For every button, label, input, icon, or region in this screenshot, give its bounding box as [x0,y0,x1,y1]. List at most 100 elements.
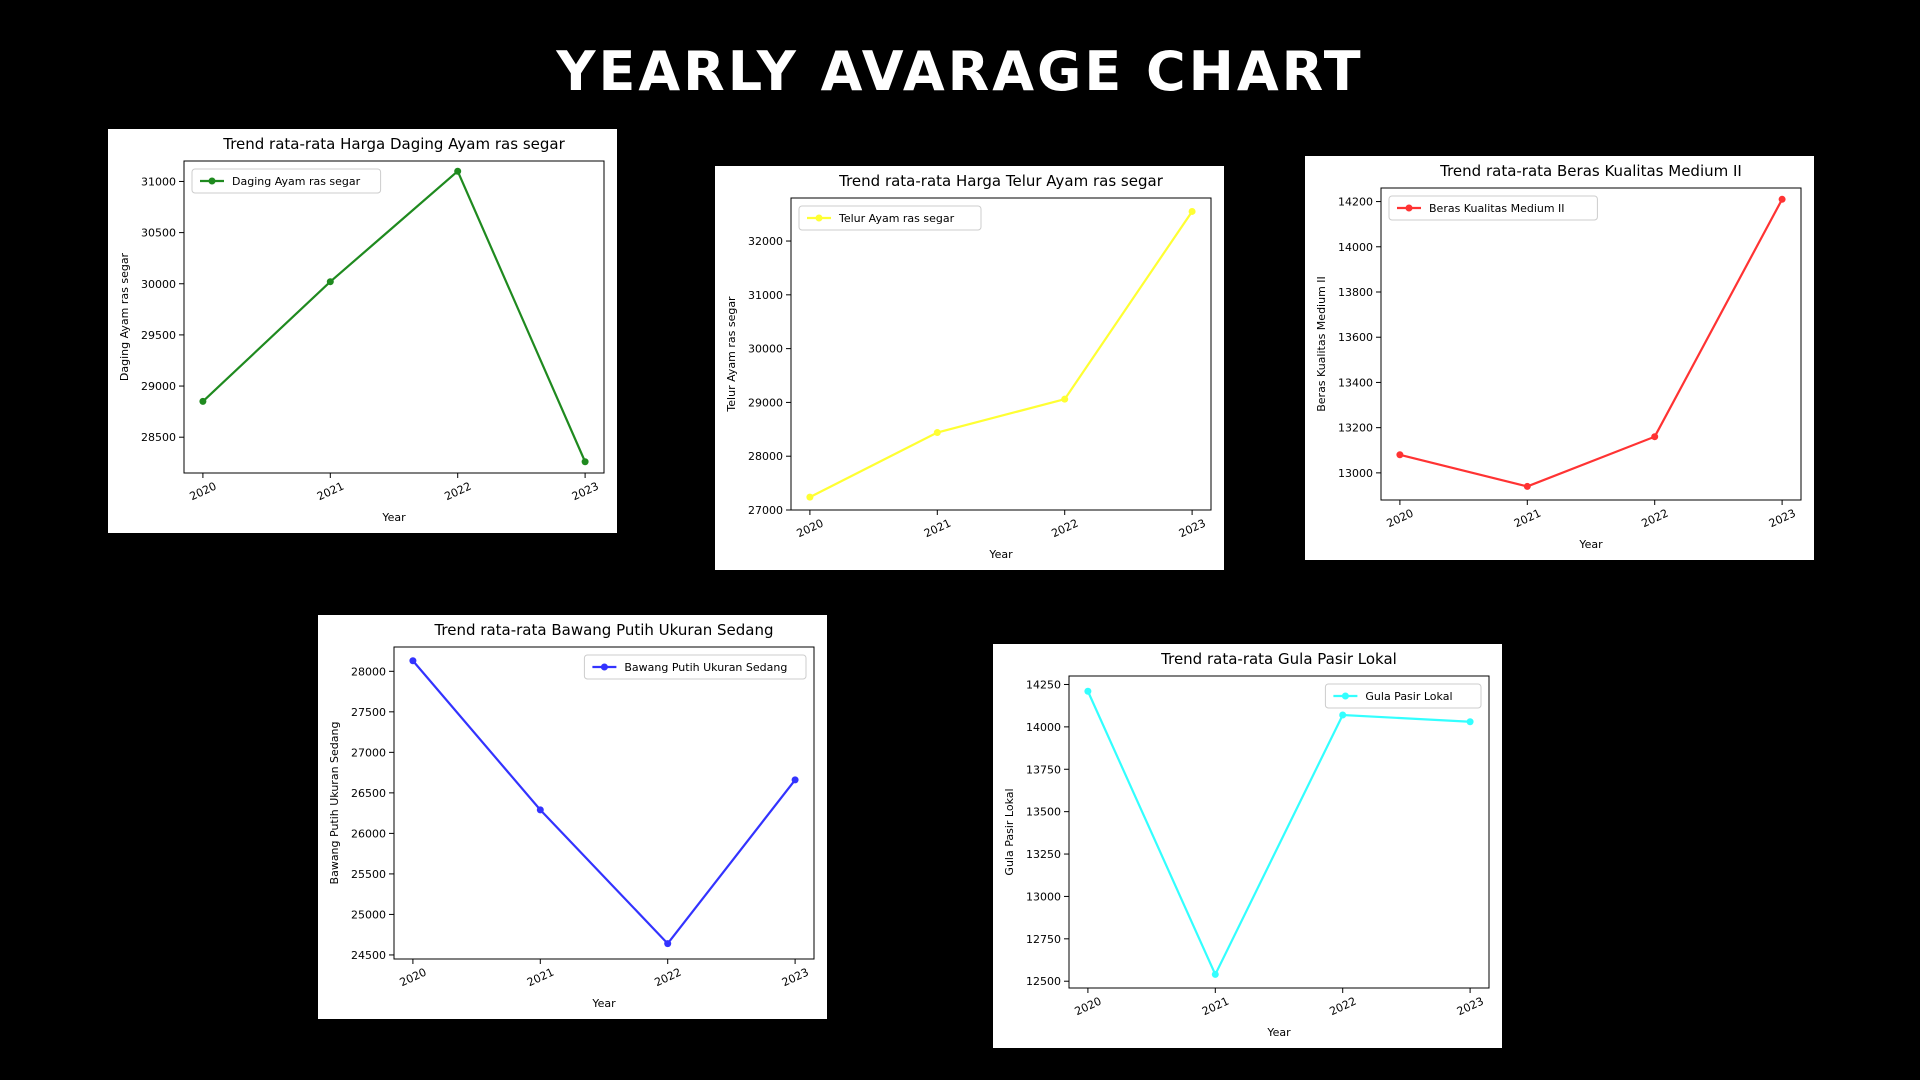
chart-daging-ayam: Trend rata-rata Harga Daging Ayam ras se… [108,129,617,533]
y-tick-label: 29000 [141,380,176,393]
x-tick-label: 2023 [780,966,811,990]
chart-svg: Trend rata-rata Gula Pasir Lokal 12500 127… [1003,650,1490,1039]
y-tick-label: 14000 [1338,241,1373,254]
data-point [791,776,799,784]
data-point [1778,195,1786,203]
y-axis-label: Gula Pasir Lokal [1003,788,1016,875]
y-tick-label: 30500 [141,227,176,240]
legend-marker [208,177,216,185]
x-tick-label: 2021 [1200,995,1231,1019]
y-tick-label: 27000 [748,504,783,517]
y-tick-label: 13400 [1338,376,1373,389]
series-line [412,660,796,946]
x-axis-label: Year [1266,1026,1291,1039]
y-axis-label: Daging Ayam ras segar [118,252,131,381]
legend-marker [1405,204,1413,212]
legend-marker [600,663,608,671]
data-point [806,493,814,501]
legend-box [798,205,982,231]
y-tick-label: 14250 [1026,678,1061,691]
data-point [664,940,672,948]
chart-svg: Trend rata-rata Beras Kualitas Medium II… [1315,162,1802,551]
y-tick-label: 24500 [351,949,386,962]
y-tick-label: 30000 [748,343,783,356]
x-tick-label: 2020 [795,517,826,541]
series-line [202,169,587,463]
data-point [536,806,544,814]
chart-beras-medium: Trend rata-rata Beras Kualitas Medium II… [1305,156,1814,560]
chart-title: Trend rata-rata Harga Daging Ayam ras se… [222,135,565,153]
y-axis-label: Bawang Putih Ukuran Sedang [328,722,341,885]
data-point [1651,433,1659,441]
y-tick-label: 30000 [141,278,176,291]
chart-bawang-putih: Trend rata-rata Bawang Putih Ukuran Seda… [318,615,827,1019]
data-point [1084,687,1092,695]
y-tick-label: 13600 [1338,331,1373,344]
x-tick-label: 2021 [315,480,346,504]
plot-frame [393,646,815,960]
x-tick-label: 2021 [922,517,953,541]
plot-frame [1068,675,1490,989]
x-tick-label: 2022 [442,480,473,504]
series-line [1086,690,1471,978]
x-axis-label: Year [591,997,616,1010]
y-tick-label: 28500 [141,431,176,444]
chart-svg: Trend rata-rata Harga Telur Ayam ras seg… [725,172,1212,561]
chart-title: Trend rata-rata Beras Kualitas Medium II [1439,162,1742,180]
chart-title: Trend rata-rata Bawang Putih Ukuran Seda… [433,621,773,639]
data-point [1188,207,1196,215]
y-tick-label: 31000 [141,175,176,188]
y-tick-label: 28000 [748,450,783,463]
data-point [409,657,417,665]
y-axis-label: Telur Ayam ras segar [725,296,738,413]
data-point [581,458,589,466]
legend-label: Telur Ayam ras segar [838,212,955,225]
data-point [1466,718,1474,726]
data-point [1523,482,1531,490]
chart-title: Trend rata-rata Gula Pasir Lokal [1160,650,1397,668]
y-tick-label: 26500 [351,787,386,800]
y-tick-label: 25500 [351,868,386,881]
legend-label: Daging Ayam ras segar [232,175,361,188]
x-tick-label: 2021 [1512,507,1543,531]
plot-frame [183,160,605,474]
legend-label: Bawang Putih Ukuran Sedang [624,661,787,674]
chart-svg: Trend rata-rata Harga Daging Ayam ras se… [118,135,605,524]
x-tick-label: 2020 [1073,995,1104,1019]
legend-marker [815,214,823,222]
plot-frame [1380,187,1802,501]
x-tick-label: 2022 [1049,517,1080,541]
data-point [1211,970,1219,978]
data-point [199,397,207,405]
y-tick-label: 14200 [1338,196,1373,209]
y-tick-label: 12750 [1026,933,1061,946]
y-tick-label: 27500 [351,706,386,719]
x-axis-label: Year [381,511,406,524]
y-tick-label: 27000 [351,746,386,759]
y-tick-label: 13750 [1026,763,1061,776]
data-point [1339,711,1347,719]
y-tick-label: 12500 [1026,975,1061,988]
x-axis-label: Year [1578,538,1603,551]
y-tick-label: 29500 [141,329,176,342]
y-tick-label: 13800 [1338,286,1373,299]
x-tick-label: 2023 [570,480,601,504]
legend-label: Beras Kualitas Medium II [1429,202,1565,215]
x-tick-label: 2022 [1327,995,1358,1019]
data-point [933,429,941,437]
y-tick-label: 32000 [748,235,783,248]
legend-box [1324,683,1482,709]
chart-gula-pasir: Trend rata-rata Gula Pasir Lokal 12500 127… [993,644,1502,1048]
y-tick-label: 26000 [351,827,386,840]
y-tick-label: 29000 [748,396,783,409]
x-axis-label: Year [988,548,1013,561]
y-tick-label: 28000 [351,665,386,678]
chart-title: Trend rata-rata Harga Telur Ayam ras seg… [838,172,1164,190]
x-tick-label: 2023 [1177,517,1208,541]
x-tick-label: 2022 [652,966,683,990]
x-tick-label: 2023 [1767,507,1798,531]
plot-frame [790,197,1212,511]
x-tick-label: 2021 [525,966,556,990]
data-point [454,167,462,175]
chart-telur-ayam: Trend rata-rata Harga Telur Ayam ras seg… [715,166,1224,570]
